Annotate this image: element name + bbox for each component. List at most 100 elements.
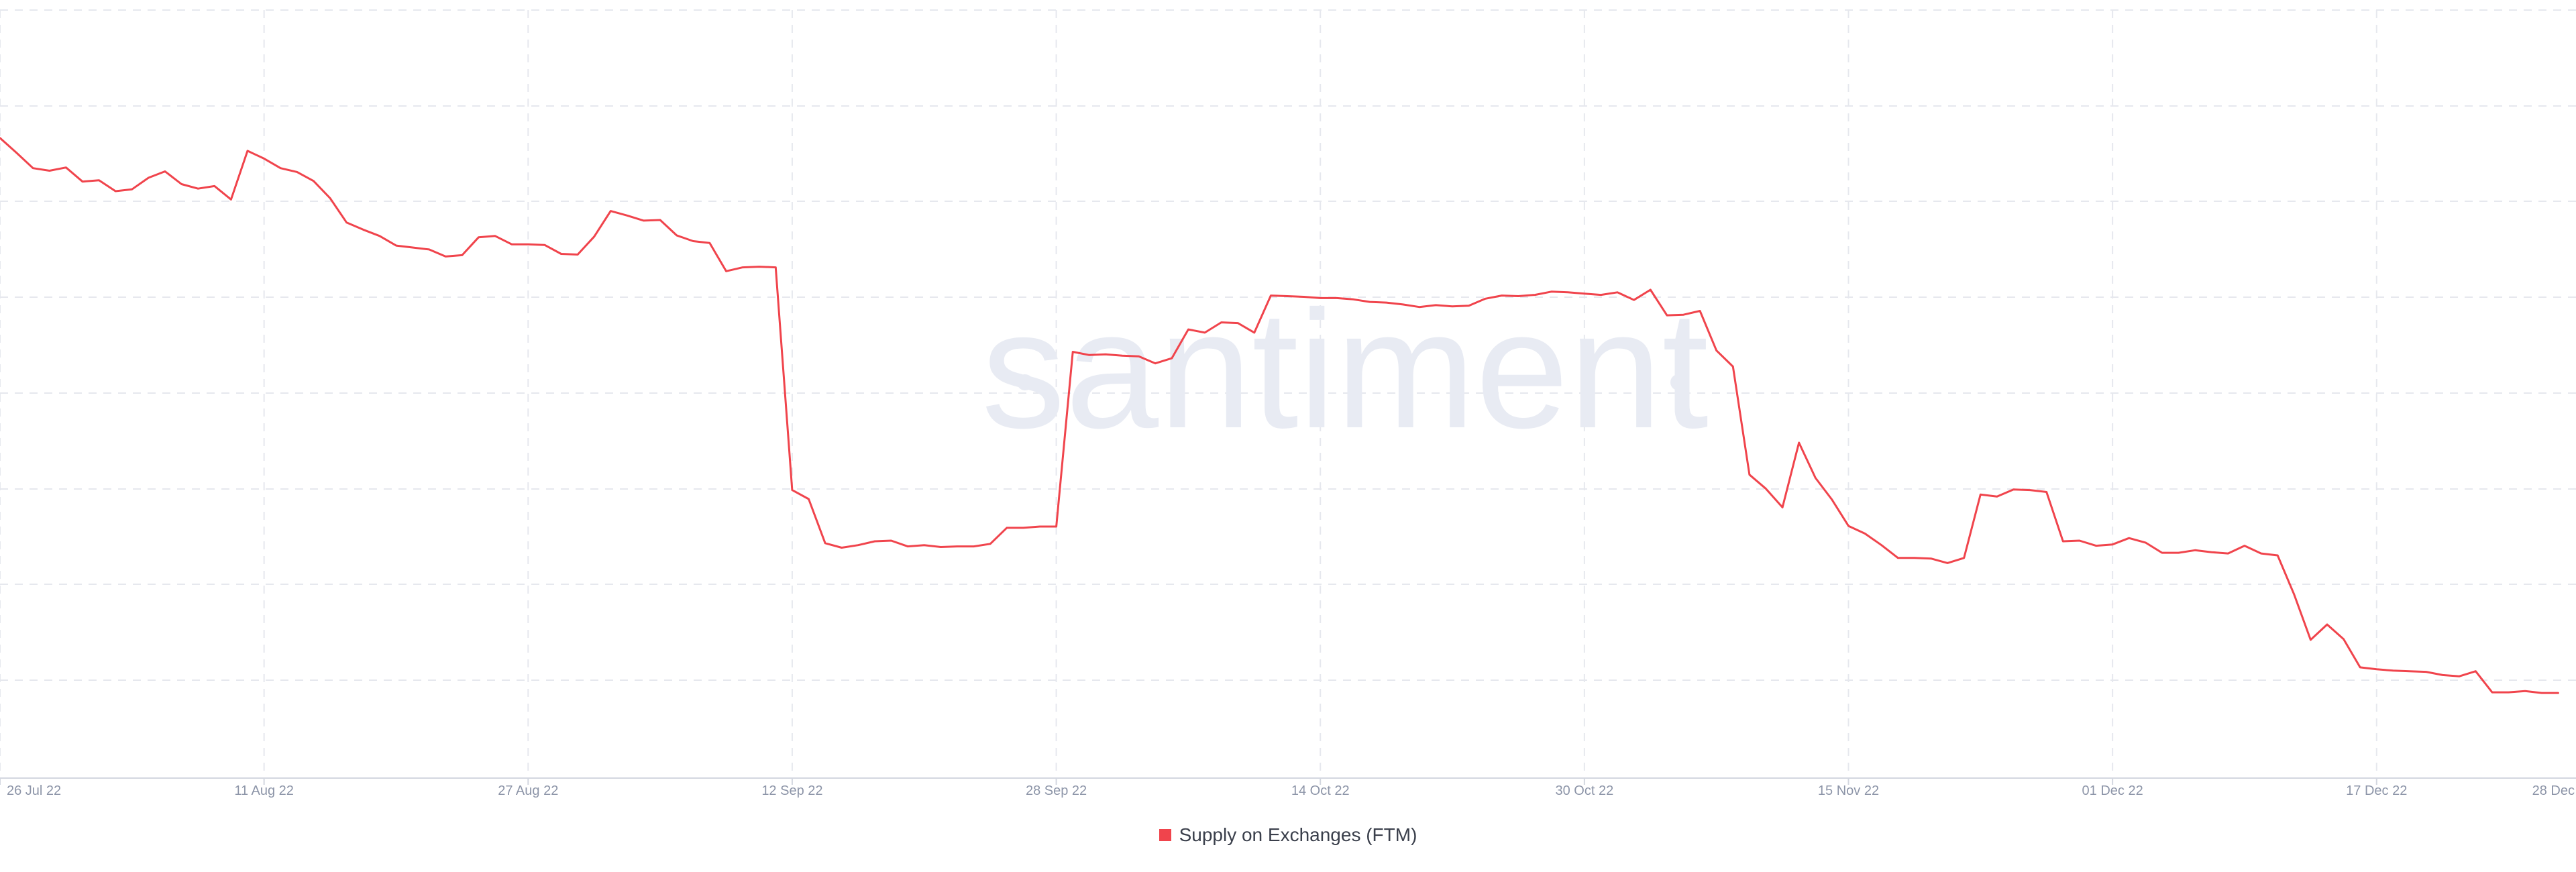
data-point xyxy=(674,233,680,238)
data-point xyxy=(641,218,647,223)
data-point xyxy=(2440,672,2445,677)
legend: Supply on Exchanges (FTM) xyxy=(0,824,2576,846)
data-point xyxy=(360,227,366,232)
data-point xyxy=(1450,304,1455,309)
data-point xyxy=(1515,294,1521,299)
data-point xyxy=(2341,637,2347,642)
data-point xyxy=(1152,361,1158,366)
data-point xyxy=(2127,535,2132,541)
data-point xyxy=(690,239,696,244)
data-point xyxy=(2390,668,2396,673)
data-point xyxy=(806,496,812,502)
data-point xyxy=(1549,289,1554,294)
data-point xyxy=(427,247,432,252)
data-point xyxy=(1714,348,1719,353)
data-point xyxy=(460,252,465,258)
data-point xyxy=(2143,540,2148,545)
x-tick-label: 30 Oct 22 xyxy=(1555,783,1613,798)
data-point xyxy=(1185,327,1191,332)
data-point xyxy=(2094,543,2099,549)
data-point xyxy=(2292,592,2297,597)
data-point xyxy=(2077,538,2082,543)
data-point xyxy=(2473,669,2478,674)
data-point xyxy=(2457,673,2462,679)
data-point xyxy=(245,148,250,154)
data-point xyxy=(212,183,217,188)
data-point xyxy=(2225,551,2231,556)
data-point xyxy=(1301,294,1307,300)
data-point xyxy=(707,240,712,246)
data-point xyxy=(2259,551,2264,556)
data-point xyxy=(394,243,399,248)
data-point xyxy=(740,265,745,270)
data-point xyxy=(1087,352,1092,358)
data-point xyxy=(2275,553,2280,558)
data-point xyxy=(542,242,547,248)
data-point xyxy=(2522,688,2528,694)
data-point xyxy=(410,245,415,250)
data-point xyxy=(1615,290,1620,295)
data-point xyxy=(1945,560,1950,565)
data-point xyxy=(1466,303,1472,309)
data-point xyxy=(1962,555,1967,561)
data-point xyxy=(773,265,778,270)
data-point xyxy=(476,235,482,240)
data-point xyxy=(2027,488,2033,493)
data-point xyxy=(2209,549,2214,555)
data-point xyxy=(938,545,943,550)
data-point xyxy=(971,544,977,549)
data-point xyxy=(443,254,448,259)
data-point xyxy=(1400,302,1405,307)
data-point xyxy=(1929,556,1934,561)
data-point xyxy=(2374,667,2379,672)
data-point xyxy=(822,541,828,546)
data-point xyxy=(228,197,233,202)
data-point xyxy=(311,178,316,184)
data-point xyxy=(1582,291,1587,296)
data-point xyxy=(1268,293,1273,298)
data-point xyxy=(146,175,151,180)
data-point xyxy=(1318,295,1323,301)
data-point xyxy=(889,538,894,543)
data-point xyxy=(1862,531,1868,537)
data-point xyxy=(2110,542,2115,547)
data-point xyxy=(1895,555,1900,561)
data-point xyxy=(1252,330,1257,335)
data-point xyxy=(377,233,382,239)
x-tick-label: 17 Dec 22 xyxy=(2346,783,2407,798)
data-point xyxy=(195,186,201,191)
data-point xyxy=(905,544,910,549)
data-point xyxy=(2357,665,2363,670)
data-point xyxy=(1697,309,1703,314)
x-tick-label: 26 Jul 22 xyxy=(7,783,61,798)
data-point xyxy=(1136,353,1142,359)
x-tick-label: 11 Aug 22 xyxy=(234,783,294,798)
data-point xyxy=(922,543,927,548)
data-point xyxy=(113,188,118,194)
data-point xyxy=(2555,690,2561,696)
legend-label: Supply on Exchanges (FTM) xyxy=(1179,824,1417,845)
x-tick-label: 27 Aug 22 xyxy=(498,783,558,798)
data-point xyxy=(575,252,580,258)
data-point xyxy=(80,179,85,184)
data-point xyxy=(1070,349,1075,355)
data-point xyxy=(592,234,597,239)
data-point xyxy=(1846,523,1851,529)
x-tick-label: 28 Sep 22 xyxy=(1026,783,1087,798)
data-point xyxy=(1103,351,1108,357)
watermark-dot-right xyxy=(1670,374,1686,390)
data-point xyxy=(1598,292,1603,298)
data-point xyxy=(2060,539,2065,544)
data-point xyxy=(1384,300,1389,305)
x-tick-label: 01 Dec 22 xyxy=(2082,783,2143,798)
data-point xyxy=(872,539,877,544)
grid xyxy=(0,9,2576,778)
data-point xyxy=(1879,543,1884,548)
data-point xyxy=(97,178,102,183)
data-point xyxy=(1483,296,1488,301)
data-point xyxy=(1664,313,1670,318)
data-point xyxy=(1499,293,1505,298)
data-point xyxy=(2176,550,2182,555)
data-point xyxy=(327,196,333,201)
data-point xyxy=(344,220,350,225)
